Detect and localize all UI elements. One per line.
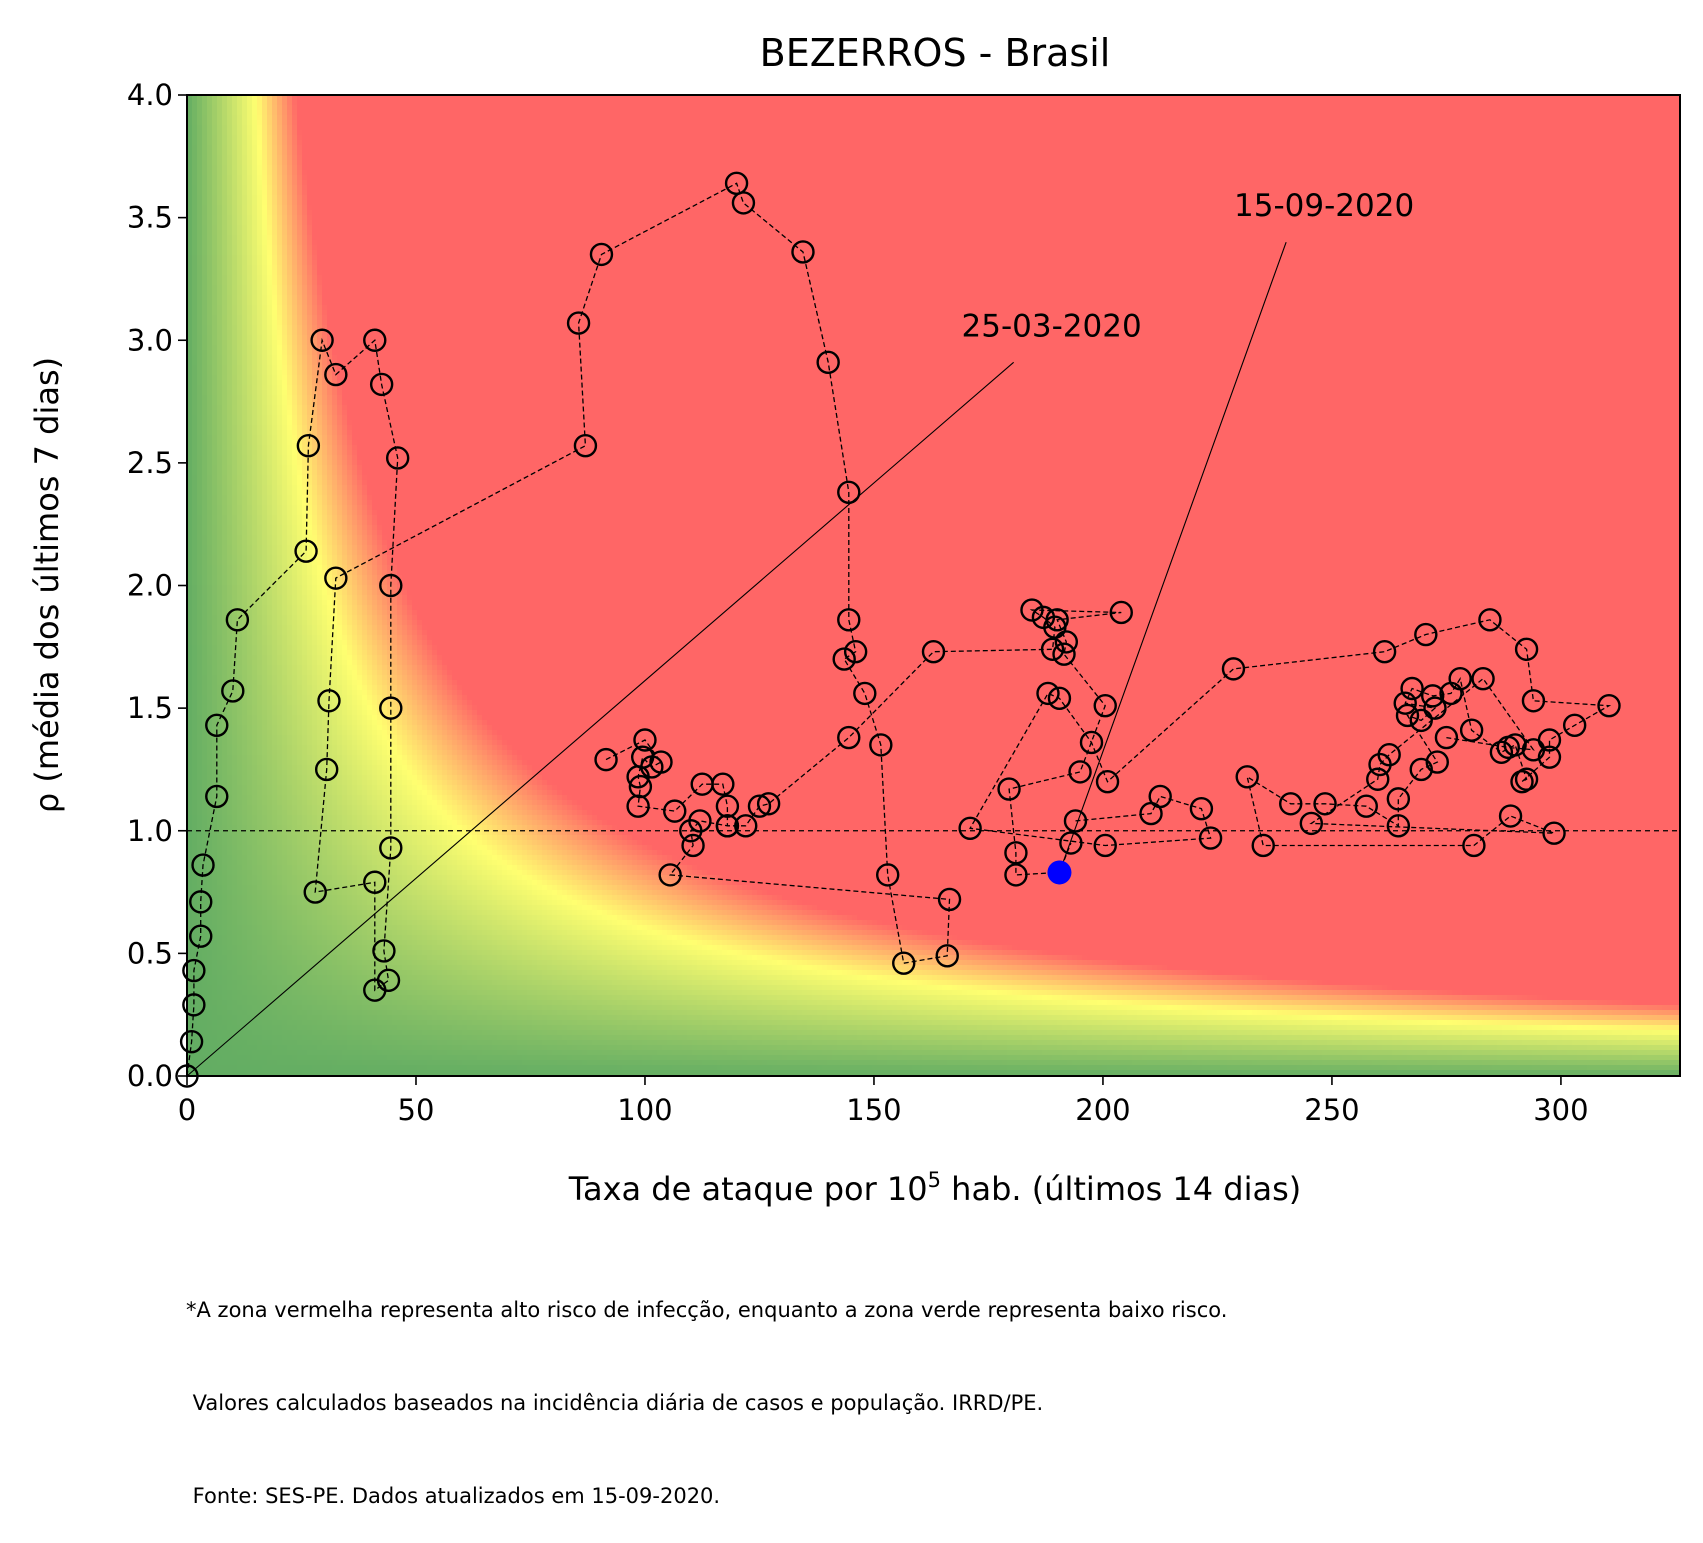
footnote-line-3: Fonte: SES-PE. Dados atualizados em 15-0… bbox=[186, 1481, 1227, 1512]
y-tick-label: 0.5 bbox=[127, 936, 173, 970]
x-tick-label: 300 bbox=[1533, 1093, 1588, 1127]
footnote-line-1: *A zona vermelha representa alto risco d… bbox=[186, 1295, 1227, 1326]
y-tick-label: 2.5 bbox=[127, 446, 173, 480]
x-axis-label-exponent: 5 bbox=[928, 1168, 941, 1192]
y-axis-label: ρ (média dos últimos 7 dias) bbox=[28, 357, 66, 813]
x-axis-label-suffix: hab. (últimos 14 dias) bbox=[941, 1170, 1301, 1208]
y-tick-label: 1.0 bbox=[127, 814, 173, 848]
y-axis-ticks: 0.0 0.5 1.0 1.5 2.0 2.5 3.0 3.5 4.0 bbox=[127, 78, 187, 1093]
current-point-marker bbox=[1047, 860, 1071, 884]
footnote-line-2: Valores calculados baseados na incidênci… bbox=[186, 1388, 1227, 1419]
chart: 0 50 100 150 200 250 300 0.0 0.5 1.0 1.5 2.0 2.5 3.0… bbox=[0, 0, 1703, 1357]
x-axis-label-prefix: Taxa de ataque por 10 bbox=[568, 1170, 928, 1208]
y-tick-label: 0.0 bbox=[127, 1059, 173, 1093]
y-tick-label: 1.5 bbox=[127, 691, 173, 725]
chart-title: BEZERROS - Brasil bbox=[760, 31, 1111, 75]
risk-background bbox=[187, 95, 1683, 1081]
x-tick-label: 100 bbox=[617, 1093, 672, 1127]
x-tick-label: 0 bbox=[178, 1093, 196, 1127]
annotation-start-date: 25-03-2020 bbox=[962, 308, 1142, 344]
x-tick-label: 250 bbox=[1304, 1093, 1359, 1127]
y-tick-label: 4.0 bbox=[127, 78, 173, 112]
x-axis-ticks: 0 50 100 150 200 250 300 bbox=[178, 1076, 1589, 1127]
y-tick-label: 3.0 bbox=[127, 323, 173, 357]
y-tick-label: 2.0 bbox=[127, 569, 173, 603]
annotation-current-date: 15-09-2020 bbox=[1234, 188, 1414, 224]
x-tick-label: 50 bbox=[398, 1093, 435, 1127]
y-tick-label: 3.5 bbox=[127, 201, 173, 235]
x-tick-label: 200 bbox=[1075, 1093, 1130, 1127]
x-tick-label: 150 bbox=[846, 1093, 901, 1127]
footnote: *A zona vermelha representa alto risco d… bbox=[186, 1233, 1227, 1543]
x-axis-label: Taxa de ataque por 105 hab. (últimos 14 … bbox=[568, 1168, 1302, 1208]
